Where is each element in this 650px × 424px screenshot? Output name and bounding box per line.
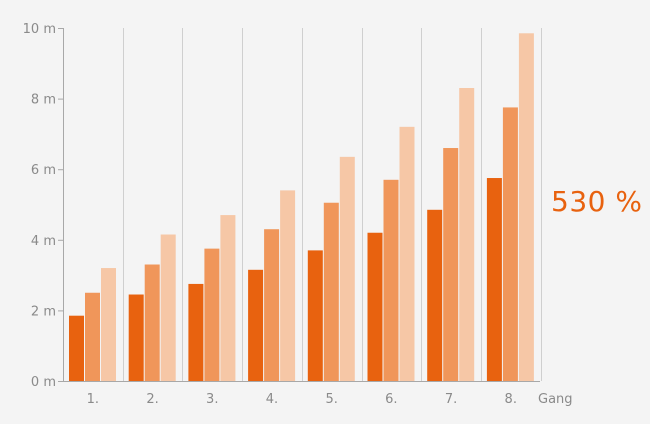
x-axis-label: Gang [538, 392, 573, 407]
y-tick-label: 6 m [31, 163, 56, 178]
growth-percentage-label: 530 % [551, 185, 643, 218]
x-tick-label: 5. [325, 392, 337, 407]
bar [518, 33, 534, 382]
bar [220, 215, 236, 381]
y-tick-label: 8 m [31, 93, 56, 108]
x-tick-label: 3. [206, 392, 218, 407]
bar [399, 126, 415, 381]
bar [383, 179, 399, 381]
x-tick-label: 7. [445, 392, 457, 407]
bar [443, 148, 459, 381]
bar [502, 107, 518, 382]
bar [459, 88, 475, 381]
bars [69, 33, 534, 382]
bar [280, 190, 296, 381]
bar [367, 232, 383, 381]
y-tick-label: 2 m [31, 304, 56, 319]
x-tick-label: 1. [87, 392, 99, 407]
bar [160, 234, 176, 381]
axes [58, 28, 540, 382]
bar [101, 268, 116, 381]
y-tick-label: 4 m [31, 234, 56, 249]
bar [323, 202, 339, 381]
x-tick-label: 2. [146, 392, 158, 407]
bar [427, 209, 443, 381]
axis-labels: 0 m 2 m 4 m 6 m 8 m 10 m 1. 2. 3. 4. 5. 6. 7. 8. Gang [23, 22, 573, 407]
y-tick-label: 10 m [23, 22, 56, 37]
bar [188, 283, 204, 381]
bar [69, 315, 84, 381]
x-tick-label: 4. [266, 392, 278, 407]
x-tick-label: 6. [385, 392, 397, 407]
bar [128, 294, 144, 381]
bar [486, 178, 502, 381]
bar [339, 156, 355, 381]
bar [204, 248, 220, 381]
y-tick-label: 0 m [31, 375, 56, 390]
bar [248, 269, 264, 381]
x-tick-label: 8. [505, 392, 517, 407]
grid-lines [63, 28, 542, 381]
bar [85, 292, 100, 381]
bar [264, 229, 280, 381]
bar [307, 250, 323, 381]
bar [144, 264, 160, 381]
